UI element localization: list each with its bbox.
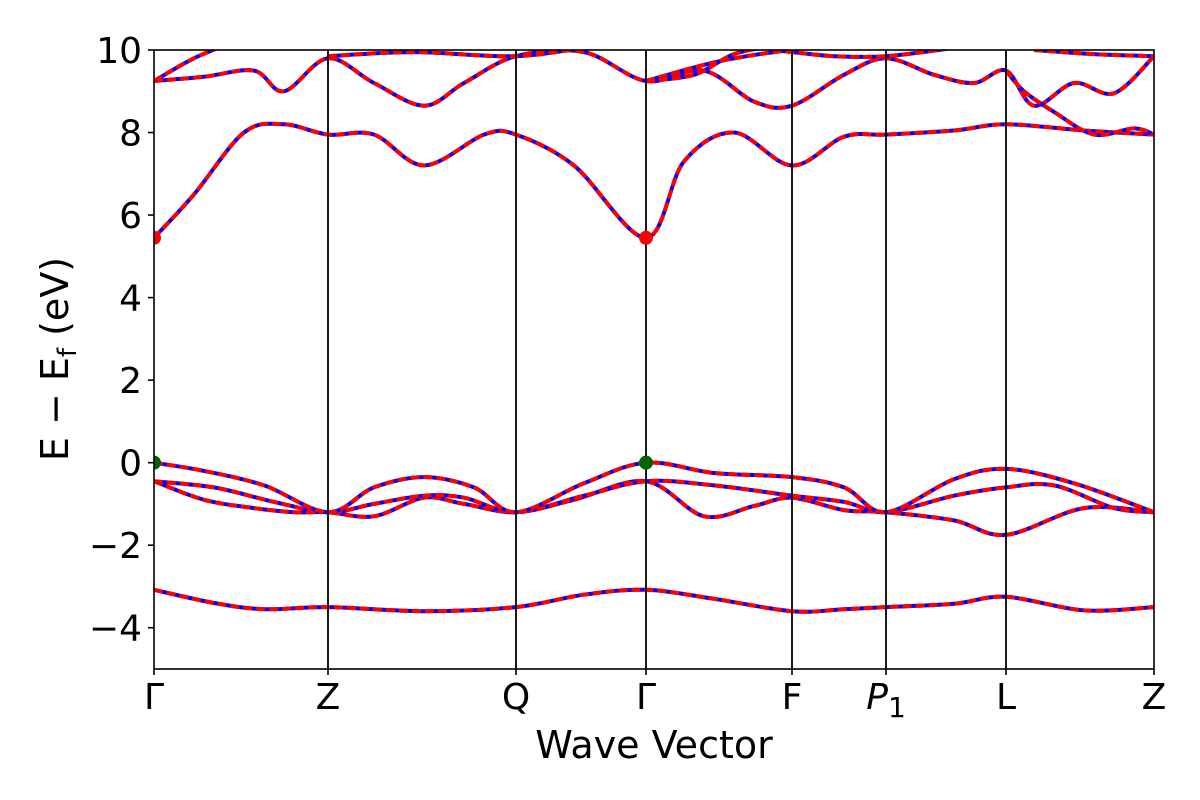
band-line-dash-6 (154, 50, 219, 83)
x-tick-label-main: P (866, 677, 888, 718)
y-axis-title-unit: (eV) (33, 257, 77, 348)
y-tick-label-7: 10 (96, 31, 142, 72)
x-axis-ticks: Γ Z Q Γ F P1 L Z (144, 669, 1166, 724)
y-tick-label-2: 0 (119, 444, 142, 485)
band-line-dash-9 (645, 50, 761, 83)
x-tick-label-1: Z (316, 677, 341, 718)
x-tick-label-sub: 1 (888, 691, 906, 724)
y-tick-label-0: −4 (89, 609, 142, 650)
y-tick-label-6: 8 (119, 114, 142, 155)
x-tick-label-0: Γ (144, 677, 164, 718)
x-axis-title: Wave Vector (535, 723, 773, 767)
band-line-dash-4 (154, 121, 1154, 240)
y-axis-title: E − Ef (eV) (33, 257, 83, 461)
y-tick-label-5: 6 (119, 196, 142, 237)
extrema-markers (154, 230, 653, 470)
band-line-dash-3 (154, 460, 1154, 515)
y-tick-label-4: 4 (119, 279, 142, 320)
x-tick-label-4: F (782, 677, 803, 718)
cbm-marker-1 (639, 230, 653, 245)
x-tick-label-7: Z (1142, 677, 1167, 718)
x-tick-label-5: P1 (866, 677, 906, 724)
y-axis-title-main: E − E (33, 357, 77, 461)
band-line-dash-1 (154, 478, 1154, 538)
vbm-marker-3 (639, 455, 653, 470)
y-tick-label-1: −2 (89, 526, 142, 567)
band-line-dash-11 (1033, 50, 1154, 59)
band-line-dash-7 (327, 50, 582, 59)
bands-layer (154, 50, 1154, 614)
k-point-lines (327, 50, 1007, 669)
y-axis-ticks: −4 −2 0 2 4 6 8 10 (89, 31, 154, 650)
band-line-10 (1004, 69, 1154, 138)
x-tick-label-2: Q (502, 677, 530, 718)
y-axis-title-subscript: f (53, 347, 83, 357)
x-tick-label-3: Γ (636, 677, 656, 718)
plot-frame (153, 49, 1155, 670)
vbm-marker-2 (154, 455, 161, 470)
y-tick-label-3: 2 (119, 361, 142, 402)
band-line-4 (154, 121, 1154, 240)
band-line-0 (154, 587, 1154, 614)
x-tick-label-6: L (996, 677, 1016, 718)
band-line-dash-0 (154, 587, 1154, 614)
cbm-marker-0 (154, 230, 161, 245)
